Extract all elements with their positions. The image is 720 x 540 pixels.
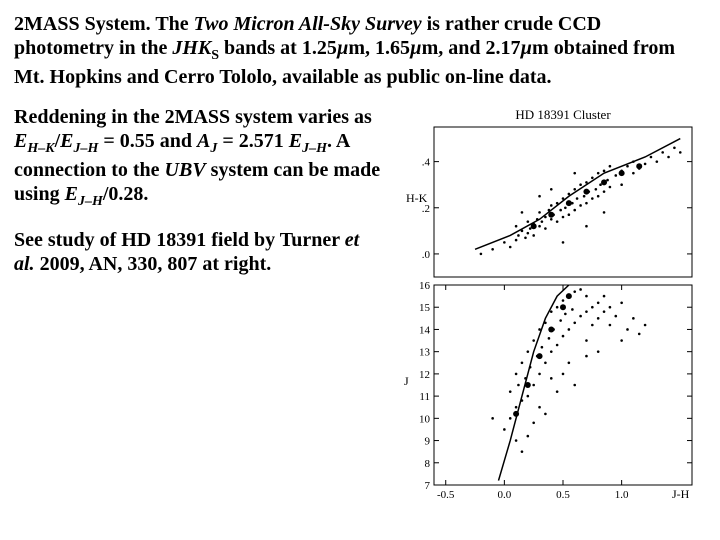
svg-text:H-K: H-K [406,191,428,205]
svg-text:0.5: 0.5 [556,489,570,501]
svg-text:-0.5: -0.5 [437,489,455,501]
mu2: µ [410,37,422,59]
r-a: A [197,130,210,152]
svg-text:J: J [404,374,409,388]
bands-sub: S [211,48,219,63]
r-eq2: = 2.571 [217,130,288,152]
r-eq1: = 0.55 and [98,130,197,152]
r-t1: Reddening in the 2MASS system varies as [14,106,372,128]
svg-text:16: 16 [419,280,431,292]
svg-text:15: 15 [419,302,431,314]
t2: bands at 1.25 [219,37,337,59]
mu3: µ [521,37,533,59]
svg-text:0.0: 0.0 [497,489,511,501]
svg-text:.4: .4 [422,156,431,168]
r-s2: J–H [73,141,98,156]
space: The [155,13,193,35]
t3: , 1.65 [365,37,410,59]
svg-text:12: 12 [419,369,430,381]
r-s3: J–H [302,141,327,156]
ref-t1: See study of HD 18391 field by Turner [14,229,345,251]
svg-text:14: 14 [419,324,431,336]
paragraph-reddening: Reddening in the 2MASS system varies as … [14,105,384,211]
survey-name: Two Micron All-Sky Survey [194,13,422,35]
u2: m [422,37,439,59]
u3: m [532,37,549,59]
r-e2: E [60,130,73,152]
r-e4: E [65,183,78,205]
svg-text:11: 11 [419,391,430,403]
hd18391-chart: HD 18391 Cluster.0.2.4H-K789101112131415… [392,105,702,505]
svg-text:8: 8 [425,458,431,470]
paragraph-system: 2MASS System. The Two Micron All-Sky Sur… [14,12,706,89]
r-ubv: UBV [165,159,206,181]
svg-text:10: 10 [419,413,431,425]
t4: , and 2.17 [438,37,520,59]
svg-text:1.0: 1.0 [615,489,629,501]
r-s1: H–K [27,141,54,156]
svg-text:9: 9 [425,435,431,447]
chart-container: HD 18391 Cluster.0.2.4H-K789101112131415… [392,105,706,505]
ref-t2: 2009, AN, 330, 807 at right. [35,253,272,275]
mu1: µ [337,37,349,59]
r-s4: J–H [78,194,103,209]
svg-text:J-H: J-H [672,487,690,501]
u1: m [348,37,365,59]
paragraph-reference: See study of HD 18391 field by Turner et… [14,228,384,276]
svg-text:.0: .0 [422,249,431,261]
r-t4: /0.28. [103,183,149,205]
svg-text:7: 7 [425,480,431,492]
svg-text:HD 18391 Cluster: HD 18391 Cluster [515,107,611,122]
bands: JHK [172,37,211,59]
r-e1: E [14,130,27,152]
svg-text:13: 13 [419,346,431,358]
lead-text: 2MASS System. [14,13,151,35]
r-e3: E [289,130,302,152]
